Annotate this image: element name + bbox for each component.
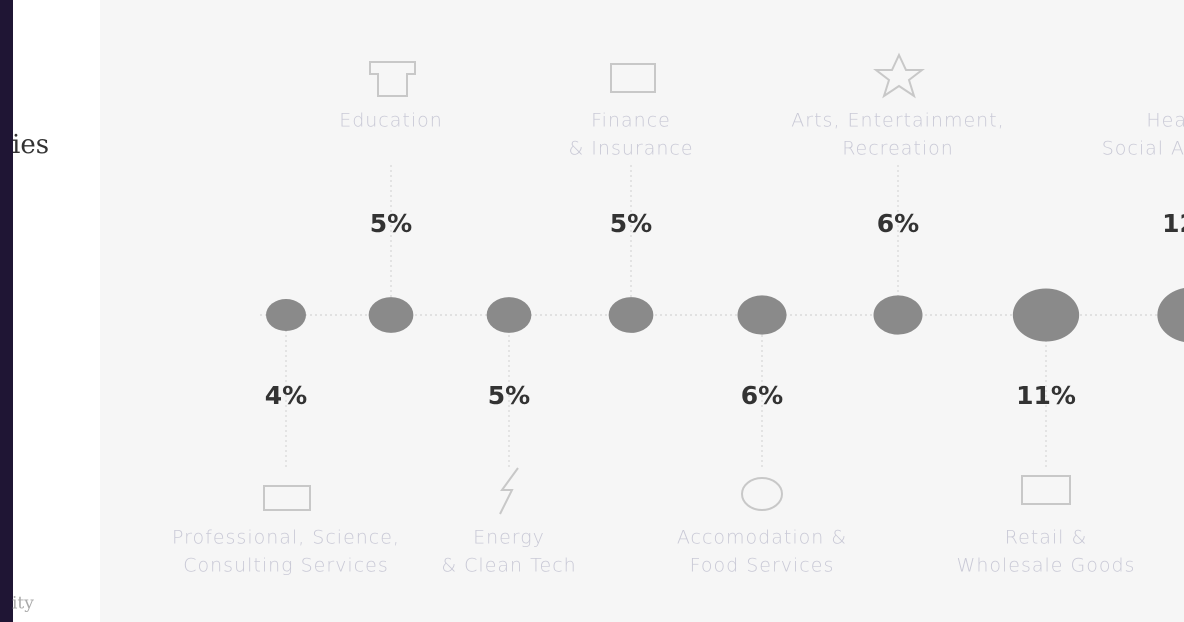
- sidebar-heading: ies: [12, 130, 49, 160]
- dot: [486, 297, 532, 333]
- category-label: Food Services: [690, 555, 835, 577]
- icons: [263, 52, 1071, 515]
- category-label: Wholesale Goods: [957, 555, 1136, 577]
- icon-finance: [610, 63, 656, 93]
- category-label: Professional, Science,: [172, 527, 400, 549]
- icon-arts: [873, 52, 925, 99]
- value-label: 5%: [610, 209, 652, 238]
- sidebar-edge: [0, 0, 13, 622]
- category-label: & Clean Tech: [441, 555, 576, 577]
- dot: [1157, 288, 1184, 342]
- category-label: Consulting Services: [183, 555, 388, 577]
- category-label: Accomodation &: [677, 527, 847, 549]
- category-label: Social Assistance: [1102, 138, 1184, 160]
- dot: [266, 299, 306, 331]
- value-label: 6%: [877, 209, 919, 238]
- value-label: 11%: [1016, 381, 1076, 410]
- icon-food: [741, 477, 783, 511]
- icon-education: [369, 61, 416, 97]
- value-label: 6%: [741, 381, 783, 410]
- icon-professional: [263, 485, 311, 511]
- dot: [1012, 288, 1080, 342]
- dot: [737, 295, 787, 335]
- category-label: Energy: [473, 527, 545, 549]
- dot: [368, 297, 414, 333]
- dot: [608, 297, 654, 333]
- category-label: & Insurance: [568, 138, 693, 160]
- value-label: 12%: [1162, 209, 1184, 238]
- value-label: 4%: [265, 381, 307, 410]
- dot: [873, 295, 923, 335]
- category-label: Arts, Entertainment,: [791, 110, 1004, 132]
- category-label: Recreation: [842, 138, 954, 160]
- category-label: Finance: [591, 110, 671, 132]
- icon-energy: [499, 467, 519, 515]
- category-label: Education: [339, 110, 443, 132]
- category-label: Health &: [1146, 110, 1184, 132]
- value-label: 5%: [370, 209, 412, 238]
- sidebar-footer: ity: [12, 594, 34, 614]
- icon-retail: [1021, 475, 1071, 505]
- value-label: 5%: [488, 381, 530, 410]
- category-label: Retail &: [1005, 527, 1088, 549]
